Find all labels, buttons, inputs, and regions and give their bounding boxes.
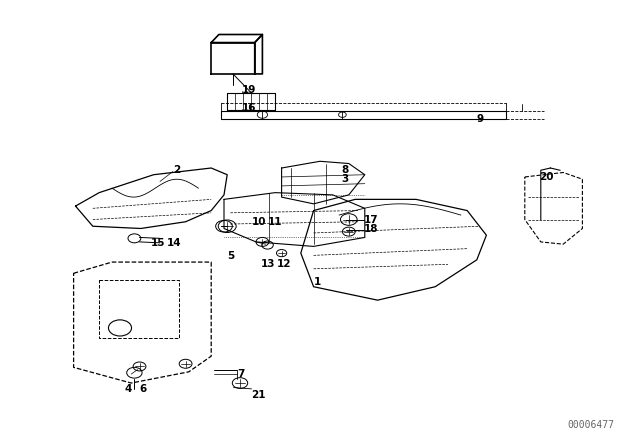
Text: 21: 21 — [252, 390, 266, 400]
Text: 6: 6 — [140, 384, 147, 394]
Text: 8: 8 — [341, 165, 348, 175]
Text: 5: 5 — [227, 251, 234, 261]
Text: 13: 13 — [260, 259, 275, 269]
Text: 3: 3 — [341, 174, 348, 184]
Text: 10: 10 — [252, 217, 267, 227]
Text: 18: 18 — [364, 224, 378, 234]
Text: 2: 2 — [173, 165, 180, 175]
Text: 14: 14 — [166, 238, 181, 248]
Text: 20: 20 — [540, 172, 554, 182]
Text: 00006477: 00006477 — [568, 420, 614, 430]
Text: 9: 9 — [477, 114, 484, 124]
Text: 19: 19 — [242, 85, 256, 95]
Text: 17: 17 — [364, 215, 378, 224]
Text: 7: 7 — [237, 369, 244, 379]
Text: 4: 4 — [124, 384, 132, 394]
Text: 1: 1 — [314, 277, 321, 287]
Text: 11: 11 — [268, 217, 282, 227]
Text: 12: 12 — [276, 259, 291, 269]
Text: 16: 16 — [242, 103, 257, 112]
Text: 15: 15 — [150, 238, 165, 248]
